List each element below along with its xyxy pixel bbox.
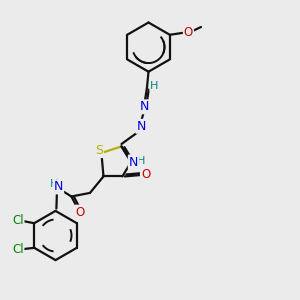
Text: H: H [50,179,58,189]
Text: O: O [184,26,193,39]
Text: N: N [129,155,138,169]
Text: O: O [141,168,150,182]
Text: N: N [139,100,149,113]
Text: N: N [136,120,146,133]
Text: Cl: Cl [12,243,23,256]
Text: O: O [75,206,84,219]
Text: S: S [95,144,103,157]
Text: N: N [54,180,63,194]
Text: Cl: Cl [12,214,23,227]
Text: H: H [136,156,145,166]
Text: H: H [150,81,159,91]
